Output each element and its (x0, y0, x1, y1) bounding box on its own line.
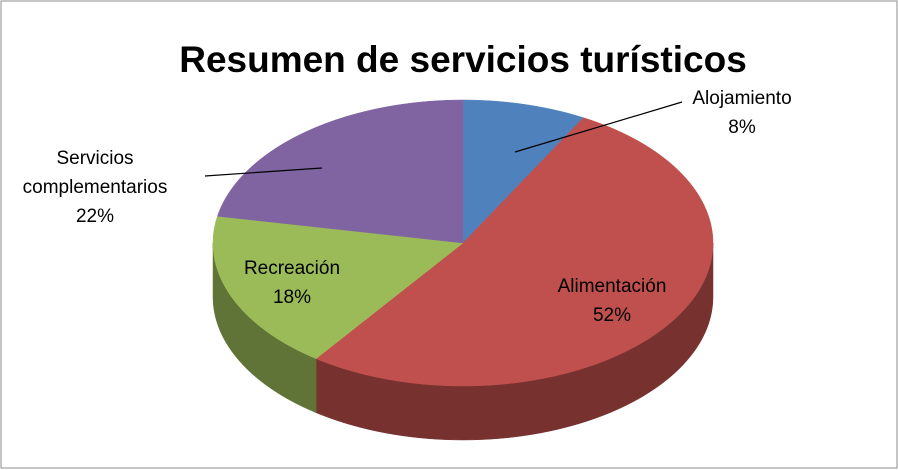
slice-name: Servicios complementarios (22, 148, 168, 198)
leader-line (204, 167, 323, 177)
slice-percent: 8% (728, 117, 756, 138)
data-label: Recreación 18% (217, 254, 367, 312)
data-label: Servicios complementarios 22% (13, 144, 178, 231)
pie-slice (217, 99, 464, 244)
slice-percent: 52% (592, 305, 632, 326)
data-label: Alojamiento 8% (667, 84, 817, 142)
pie-slice (315, 117, 714, 387)
slice-name: Recreación (243, 258, 341, 279)
chart-title: Resumen de servicios turísticos (179, 39, 747, 80)
pie-tops (212, 99, 714, 387)
pie-slice (462, 99, 584, 244)
slice-percent: 22% (75, 206, 115, 227)
slice-name: Alojamiento (692, 88, 792, 109)
data-label: Alimentación 52% (527, 272, 697, 330)
slice-name: Alimentación (557, 276, 667, 297)
slice-percent: 18% (272, 287, 312, 308)
pie-slice (212, 215, 464, 359)
leader-line (514, 101, 683, 153)
